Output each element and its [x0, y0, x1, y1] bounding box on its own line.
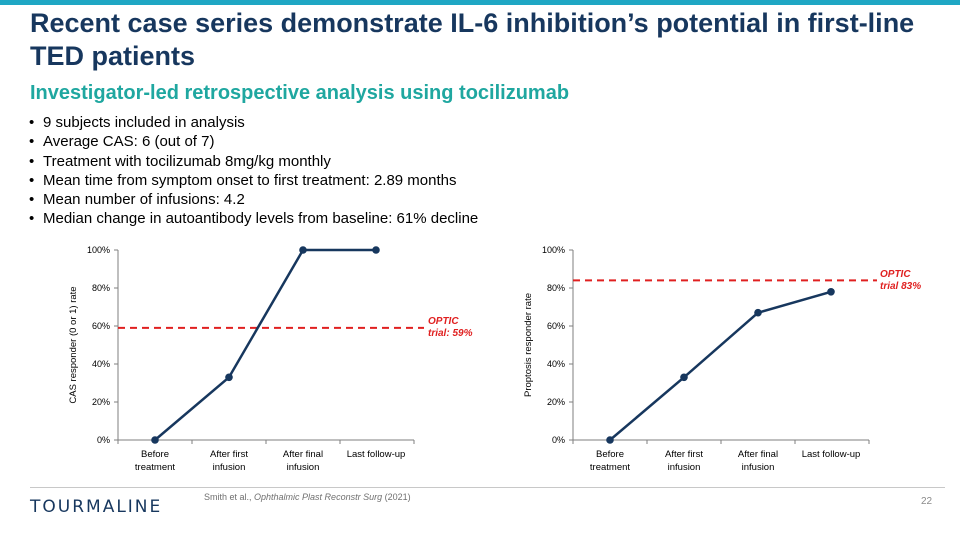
y-tick-label: 100% — [87, 245, 110, 255]
slide-title: Recent case series demonstrate IL-6 inhi… — [30, 8, 915, 71]
y-axis-label: Proptosis responder rate — [523, 293, 534, 397]
data-point — [754, 308, 762, 317]
x-tick-label: infusion — [742, 462, 775, 473]
y-tick-label: 60% — [92, 321, 110, 331]
y-tick-label: 80% — [92, 283, 110, 293]
y-tick-label: 20% — [547, 397, 565, 407]
x-tick-label: Before — [141, 449, 169, 460]
x-tick-label: After final — [283, 449, 323, 460]
citation-authors: Smith et al., — [204, 492, 255, 502]
data-point — [680, 373, 688, 382]
reference-label: OPTIC — [880, 269, 911, 280]
y-tick-label: 100% — [542, 245, 565, 255]
x-tick-label: treatment — [590, 462, 630, 473]
data-point — [225, 373, 233, 382]
bullet-list: 9 subjects included in analysis Average … — [29, 113, 478, 229]
x-tick-label: After first — [665, 449, 703, 460]
y-tick-label: 60% — [547, 321, 565, 331]
company-logo: TOURMALINE — [30, 497, 163, 517]
citation-year: (2021) — [382, 492, 411, 502]
bullet-item: Mean number of infusions: 4.2 — [29, 190, 478, 210]
top-accent-bar — [0, 0, 960, 5]
reference-label: trial 83% — [880, 281, 921, 292]
x-tick-label: infusion — [287, 462, 320, 473]
reference-label: trial: 59% — [428, 328, 473, 339]
bullet-item: Median change in autoantibody levels fro… — [29, 209, 478, 229]
data-point — [299, 246, 307, 254]
y-tick-label: 80% — [547, 283, 565, 293]
y-tick-label: 20% — [92, 397, 110, 407]
data-point — [372, 246, 380, 254]
bullet-item: Treatment with tocilizumab 8mg/kg monthl… — [29, 152, 478, 172]
bullet-item: Average CAS: 6 (out of 7) — [29, 132, 478, 152]
citation: Smith et al., Ophthalmic Plast Reconstr … — [204, 492, 411, 502]
page-number: 22 — [921, 496, 933, 507]
x-tick-label: treatment — [135, 462, 175, 473]
x-tick-label: Before — [596, 449, 624, 460]
data-point — [151, 436, 159, 444]
series-line — [609, 290, 832, 441]
y-tick-label: 40% — [92, 359, 110, 369]
y-tick-label: 0% — [552, 435, 565, 445]
data-point — [827, 288, 835, 296]
bullet-item: Mean time from symptom onset to first tr… — [29, 171, 478, 191]
x-tick-label: After final — [738, 449, 778, 460]
footer-divider — [30, 487, 945, 488]
slide-subtitle: Investigator-led retrospective analysis … — [30, 82, 570, 104]
series-line — [154, 248, 376, 441]
x-tick-label: infusion — [213, 462, 246, 473]
y-tick-label: 40% — [547, 359, 565, 369]
citation-journal: Ophthalmic Plast Reconstr Surg — [254, 492, 383, 502]
x-tick-label: Last follow-up — [347, 449, 406, 460]
x-tick-label: After first — [210, 449, 248, 460]
x-tick-label: Last follow-up — [802, 449, 861, 460]
bullet-item: 9 subjects included in analysis — [29, 113, 478, 133]
y-tick-label: 0% — [97, 435, 110, 445]
x-tick-label: infusion — [668, 462, 701, 473]
y-axis-label: CAS responder (0 or 1) rate — [68, 286, 79, 403]
data-point — [606, 436, 614, 444]
reference-label: OPTIC — [428, 316, 459, 327]
